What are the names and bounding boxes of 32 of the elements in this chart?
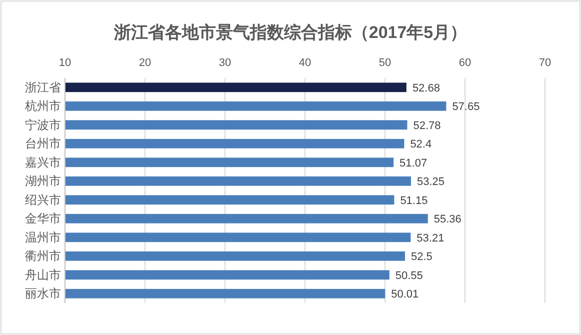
y-tick-label: 嘉兴市 [25, 155, 61, 170]
y-tick-label: 湖州市 [25, 174, 61, 188]
x-tick-label: 20 [138, 57, 152, 69]
y-tick-label: 衢州市 [25, 249, 61, 264]
y-tick-label: 丽水市 [25, 286, 61, 301]
y-tick-label: 台州市 [25, 136, 61, 151]
y-tick-label: 宁波市 [25, 118, 61, 132]
data-label: 51.15 [400, 194, 428, 207]
x-tick-label: 50 [378, 57, 392, 69]
y-tick-label: 温州市 [25, 230, 61, 244]
data-label: 52.5 [411, 251, 432, 264]
y-tick-label: 金华市 [25, 212, 61, 226]
x-tick-label: 30 [218, 57, 232, 69]
data-label: 52.78 [413, 120, 441, 132]
data-label: 52.4 [410, 138, 432, 151]
data-label: 50.01 [391, 288, 419, 301]
y-tick-label: 绍兴市 [25, 192, 61, 207]
chart-title: 浙江省各地市景气指数综合指标（2017年5月） [112, 23, 468, 42]
x-tick-label: 40 [298, 57, 312, 69]
data-label: 51.07 [400, 157, 428, 170]
x-tick-label: 60 [458, 57, 472, 69]
data-label: 53.25 [417, 176, 445, 188]
x-tick-label: 10 [58, 57, 72, 69]
data-label: 55.36 [434, 214, 462, 226]
data-label: 57.65 [452, 101, 480, 114]
y-tick-label: 舟山市 [25, 268, 61, 282]
y-tick-label: 浙江省 [25, 80, 61, 94]
data-label: 50.55 [395, 270, 423, 282]
data-label: 52.68 [412, 82, 440, 94]
data-label: 53.21 [416, 232, 444, 244]
y-tick-label: 杭州市 [24, 99, 61, 114]
x-tick-label: 70 [538, 57, 552, 69]
